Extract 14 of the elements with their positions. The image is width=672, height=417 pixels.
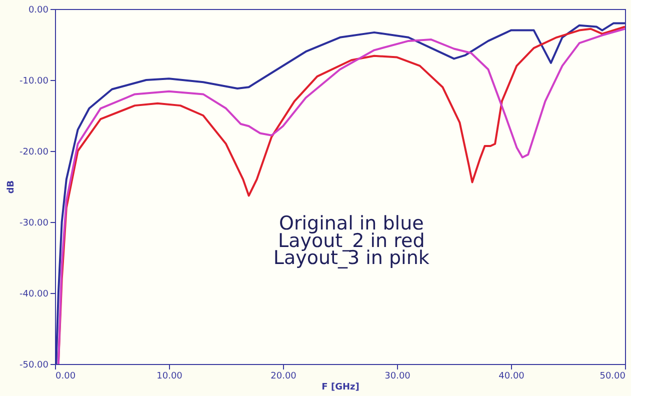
x-tick-label: 40.00 <box>498 372 525 382</box>
y-tick-label: -50.00 <box>19 360 49 370</box>
y-tick-label: -40.00 <box>19 290 49 300</box>
y-tick-label: -20.00 <box>19 148 49 158</box>
x-tick-label: 0.00 <box>56 372 76 382</box>
x-tick-label: 30.00 <box>384 372 411 382</box>
x-tick-label: 50.00 <box>600 372 626 382</box>
y-tick-label: -30.00 <box>19 218 49 228</box>
y-tick-label: -10.00 <box>19 76 49 86</box>
y-tick-label: 0.00 <box>28 6 49 16</box>
x-tick-label: 10.00 <box>156 372 183 382</box>
y-axis-title: dB <box>6 180 16 194</box>
x-tick-label: 20.00 <box>270 372 297 382</box>
x-axis-title: F [GHz] <box>322 382 360 392</box>
